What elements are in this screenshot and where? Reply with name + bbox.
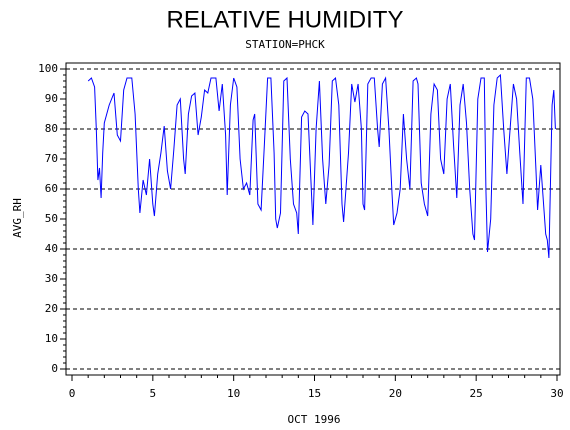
y-tick-label: 70 bbox=[45, 152, 58, 165]
y-tick-label: 20 bbox=[45, 302, 58, 315]
y-tick-label: 0 bbox=[51, 362, 58, 375]
y-tick-label: 90 bbox=[45, 92, 58, 105]
y-tick-label: 30 bbox=[45, 272, 58, 285]
x-tick-label: 5 bbox=[150, 387, 157, 400]
x-axis-label: OCT 1996 bbox=[288, 413, 341, 426]
x-tick-label: 20 bbox=[389, 387, 402, 400]
x-tick-label: 0 bbox=[69, 387, 76, 400]
y-axis-label: AVG_RH bbox=[11, 198, 24, 238]
x-tick-label: 25 bbox=[470, 387, 483, 400]
data-line bbox=[87, 73, 556, 259]
chart-subtitle: STATION=PHCK bbox=[245, 38, 325, 51]
chart-title: RELATIVE HUMIDITY bbox=[167, 6, 404, 33]
y-tick-label: 100 bbox=[38, 62, 58, 75]
x-tick-label: 15 bbox=[308, 387, 321, 400]
y-tick-label: 10 bbox=[45, 332, 58, 345]
y-tick-label: 50 bbox=[45, 212, 58, 225]
x-tick-label: 30 bbox=[550, 387, 563, 400]
x-tick-label: 10 bbox=[227, 387, 240, 400]
y-tick-label: 40 bbox=[45, 242, 58, 255]
y-tick-label: 80 bbox=[45, 122, 58, 135]
y-tick-label: 60 bbox=[45, 182, 58, 195]
